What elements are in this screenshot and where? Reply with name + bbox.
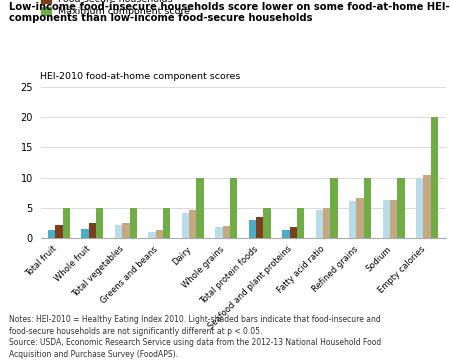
Bar <box>256 217 263 238</box>
Bar <box>330 178 338 238</box>
Bar <box>249 220 256 238</box>
Bar <box>289 227 297 238</box>
Bar <box>96 208 104 238</box>
Bar <box>122 223 130 238</box>
Text: components than low-income food-secure households: components than low-income food-secure h… <box>9 13 312 23</box>
Bar <box>397 178 405 238</box>
Bar <box>81 229 89 238</box>
Bar <box>215 227 223 238</box>
Bar <box>416 178 423 238</box>
Text: Notes: HEI-2010 = Healthy Eating Index 2010. Light-shaded bars indicate that foo: Notes: HEI-2010 = Healthy Eating Index 2… <box>9 315 381 359</box>
Bar <box>189 210 197 238</box>
Bar <box>163 208 171 238</box>
Bar <box>230 178 237 238</box>
Bar <box>349 201 356 238</box>
Bar <box>197 178 204 238</box>
Bar <box>263 208 271 238</box>
Bar <box>148 232 156 238</box>
Bar <box>390 200 397 238</box>
Bar <box>423 175 431 238</box>
Bar <box>55 225 63 238</box>
Bar <box>156 230 163 238</box>
Bar <box>130 208 137 238</box>
Bar <box>382 200 390 238</box>
Legend: Food-insecure households, Food-secure households, Maximum component score: Food-insecure households, Food-secure ho… <box>41 0 190 16</box>
Bar <box>89 223 96 238</box>
Text: Low-income food-insecure households score lower on some food-at-home HEI-2010: Low-income food-insecure households scor… <box>9 2 450 12</box>
Text: HEI-2010 food-at-home component scores: HEI-2010 food-at-home component scores <box>40 72 241 81</box>
Bar <box>223 226 230 238</box>
Bar <box>48 230 55 238</box>
Bar <box>297 208 304 238</box>
Bar <box>431 117 438 238</box>
Bar <box>356 198 364 238</box>
Bar <box>282 230 289 238</box>
Bar <box>182 213 189 238</box>
Bar <box>63 208 70 238</box>
Bar <box>315 210 323 238</box>
Bar <box>323 208 330 238</box>
Bar <box>115 225 122 238</box>
Bar <box>364 178 371 238</box>
